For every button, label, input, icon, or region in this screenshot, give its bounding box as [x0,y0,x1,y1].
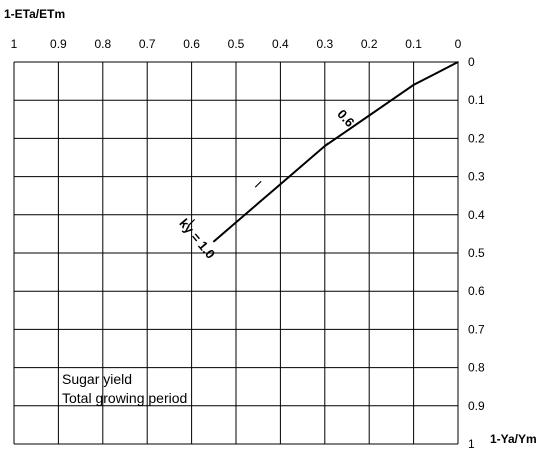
x-tick-label: 0.9 [50,37,67,51]
data-point [301,164,304,166]
grid [13,61,459,445]
data-point [390,99,393,101]
x-tick-label: 1 [11,37,18,51]
x-tick-label: 0.1 [405,37,422,51]
annotation-total-growing-period: Total growing period [62,390,187,406]
data-point [346,129,348,132]
annotation-sugar-yield: Sugar yield [62,371,132,387]
x-tick-label: 0 [455,37,462,51]
x-tick-label: 0.6 [183,37,200,51]
y-tick-label: 0.9 [468,399,485,413]
x-tick-label: 0.4 [272,37,289,51]
x-tick-label: 0.2 [361,37,378,51]
y-tick-label: 0.1 [468,93,485,107]
y-tick-label: 0.5 [468,246,485,260]
series-group [188,61,459,243]
y-axis-title: 1-Ya/Ym [490,432,537,446]
x-tick-label: 0.8 [94,37,111,51]
y-tick-labels: 0 0.1 0.2 0.3 0.4 0.5 0.6 0.7 0.8 0.9 1 [468,55,485,451]
data-point [368,114,371,117]
curve-tick-mark [254,180,262,188]
series-line-0 [213,61,459,243]
curve-tick-mark [321,142,329,150]
x-tick-label: 0.5 [228,37,245,51]
y-tick-label: 0.7 [468,322,485,336]
x-axis-title: 1-ETa/ETm [4,7,65,21]
x-tick-label: 0.7 [139,37,156,51]
y-tick-label: 0.3 [468,170,485,184]
data-point [457,61,459,63]
y-tick-label: 1 [468,437,475,451]
data-point [412,84,415,86]
data-point [279,183,282,186]
data-point [435,72,437,75]
y-tick-label: 0.6 [468,284,485,298]
x-tick-labels: 1 0.9 0.8 0.7 0.6 0.5 0.4 0.3 0.2 0.1 0 [11,37,462,51]
y-tick-label: 0 [468,55,475,69]
curve-tick-mark [188,219,196,226]
y-tick-label: 0.2 [468,131,485,145]
x-tick-label: 0.3 [316,37,333,51]
y-tick-label: 0.8 [468,361,485,375]
y-tick-label: 0.4 [468,208,485,222]
data-point [235,221,237,224]
data-point [257,202,260,205]
data-point [213,240,215,243]
